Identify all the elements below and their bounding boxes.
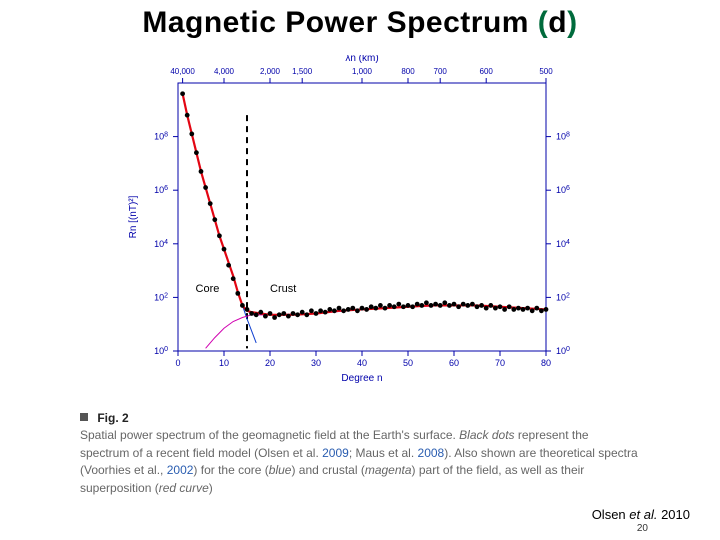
svg-text:0: 0 <box>175 358 180 368</box>
svg-text:40: 40 <box>357 358 367 368</box>
svg-text:Degree n: Degree n <box>341 373 382 384</box>
svg-text:30: 30 <box>311 358 321 368</box>
svg-text:800: 800 <box>401 67 415 76</box>
svg-text:100: 100 <box>154 346 168 357</box>
svg-text:4,000: 4,000 <box>214 67 235 76</box>
svg-text:2,000: 2,000 <box>260 67 281 76</box>
svg-text:104: 104 <box>556 238 570 249</box>
svg-text:40,000: 40,000 <box>170 67 195 76</box>
fig-label: Fig. 2 <box>97 410 128 427</box>
svg-text:106: 106 <box>556 185 570 196</box>
title-main: Magnetic Power Spectrum <box>142 6 537 39</box>
svg-text:Rn [(nT)²]: Rn [(nT)²] <box>128 195 139 238</box>
svg-text:Core: Core <box>196 283 220 295</box>
svg-text:700: 700 <box>434 67 448 76</box>
svg-text:70: 70 <box>495 358 505 368</box>
svg-text:50: 50 <box>403 358 413 368</box>
svg-text:102: 102 <box>556 292 570 303</box>
svg-text:102: 102 <box>154 292 168 303</box>
svg-text:10: 10 <box>219 358 229 368</box>
svg-text:108: 108 <box>556 131 570 142</box>
svg-text:1,500: 1,500 <box>292 67 313 76</box>
svg-text:106: 106 <box>154 185 168 196</box>
svg-text:108: 108 <box>154 131 168 142</box>
svg-text:1,000: 1,000 <box>352 67 373 76</box>
page-number: 20 <box>637 523 648 534</box>
svg-text:Crust: Crust <box>270 283 296 295</box>
svg-text:500: 500 <box>539 67 553 76</box>
slide-title: Magnetic Power Spectrum (d) <box>0 6 720 40</box>
citation: Olsen et al. 2010 <box>592 507 690 522</box>
figure-caption: Fig. 2 Spatial power spectrum of the geo… <box>80 410 640 497</box>
title-paren: (d) <box>538 6 578 39</box>
svg-text:600: 600 <box>480 67 494 76</box>
power-spectrum-chart: 0 10 20 30 40 50 60 70 80 Degree n 100 102 104 106 108… <box>120 55 590 390</box>
svg-text:104: 104 <box>154 238 168 249</box>
svg-text:λn (km): λn (km) <box>345 55 378 64</box>
svg-text:80: 80 <box>541 358 551 368</box>
chart-svg: 0 10 20 30 40 50 60 70 80 Degree n 100 102 104 106 108… <box>120 55 590 390</box>
svg-text:20: 20 <box>265 358 275 368</box>
svg-text:60: 60 <box>449 358 459 368</box>
caption-bullet-icon <box>80 413 88 421</box>
svg-text:100: 100 <box>556 346 570 357</box>
